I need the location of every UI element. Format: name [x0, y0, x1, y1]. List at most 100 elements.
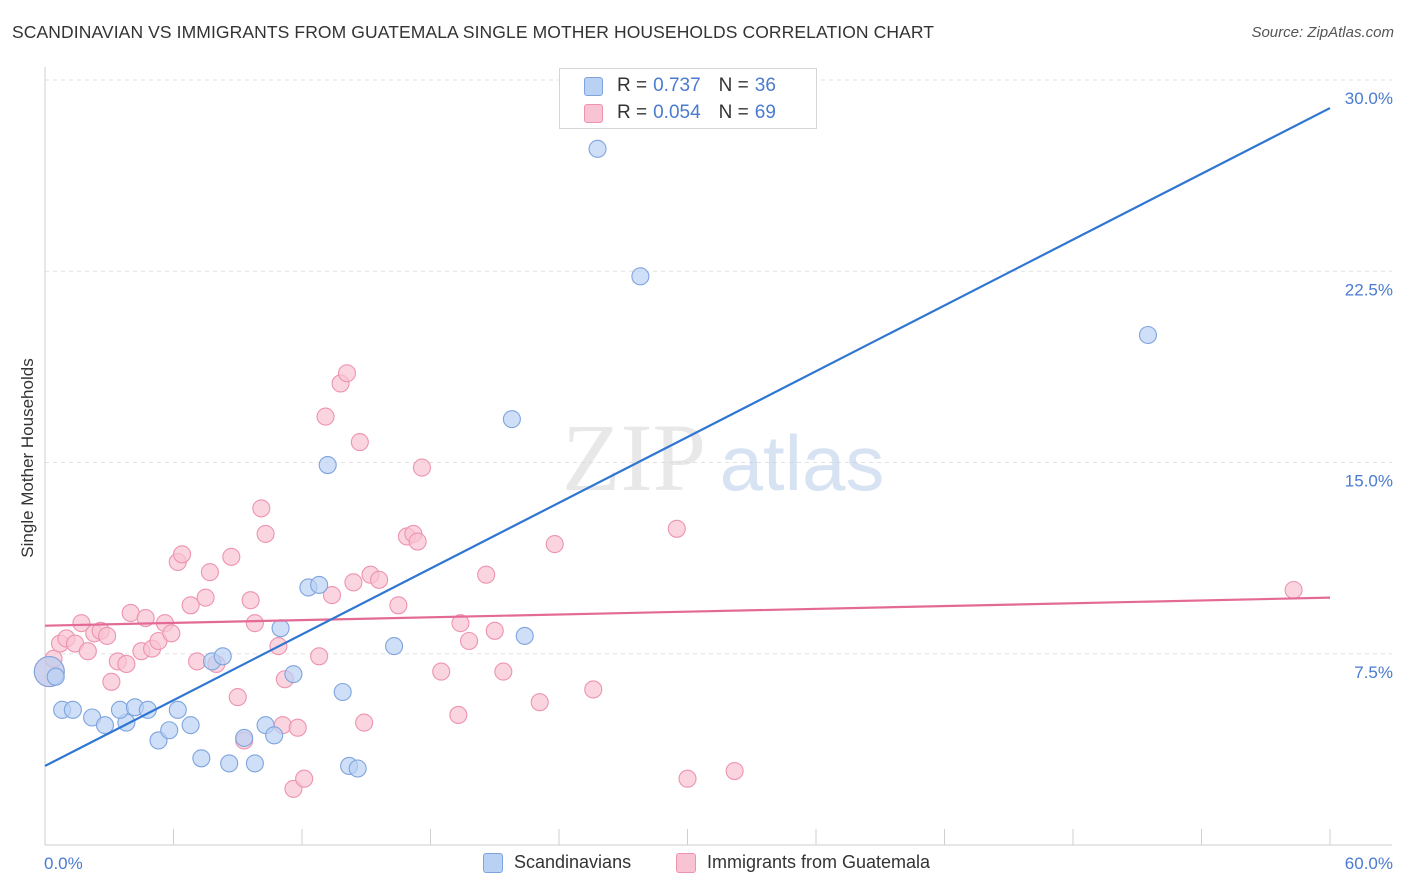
- watermark-zip: ZIP: [562, 404, 706, 511]
- data-point-scandinavian: [318, 455, 337, 475]
- legend-item-guatemala[interactable]: Immigrants from Guatemala: [676, 852, 930, 873]
- data-point-guatemala: [477, 565, 496, 584]
- data-point-guatemala: [1284, 580, 1303, 600]
- data-point-guatemala: [196, 588, 215, 607]
- data-point-scandinavian: [385, 637, 404, 656]
- data-point-guatemala: [530, 693, 549, 712]
- data-point-scandinavian: [181, 716, 200, 735]
- data-point-scandinavian: [213, 647, 232, 666]
- legend-swatch-blue: [483, 852, 503, 873]
- data-point-scandinavian: [110, 700, 130, 719]
- data-point-scandinavian: [348, 759, 367, 778]
- data-point-guatemala: [241, 591, 260, 610]
- legend-swatch-blue: [584, 76, 603, 96]
- data-point-guatemala: [412, 458, 431, 477]
- data-point-guatemala: [667, 519, 686, 538]
- trendline-guatemala: [44, 596, 1331, 627]
- data-point-guatemala: [350, 433, 369, 452]
- data-point-scandinavian: [95, 716, 115, 735]
- data-point-scandinavian: [168, 700, 187, 719]
- data-point-guatemala: [494, 662, 513, 681]
- data-point-guatemala: [451, 614, 470, 633]
- legend-swatch-pink: [584, 103, 603, 123]
- data-point-scandinavian: [63, 700, 82, 719]
- data-point-scandinavian: [160, 721, 179, 740]
- data-point-scandinavian: [265, 726, 284, 745]
- data-point-scandinavian: [515, 626, 534, 645]
- data-point-guatemala: [344, 573, 363, 592]
- r-label: R =: [617, 75, 648, 96]
- data-point-guatemala: [584, 680, 603, 699]
- chart-title: SCANDINAVIAN VS IMMIGRANTS FROM GUATEMAL…: [12, 22, 935, 42]
- data-point-guatemala: [408, 532, 427, 551]
- n-label: N =: [718, 102, 749, 123]
- data-point-guatemala: [117, 654, 136, 674]
- correlation-legend: R = 0.737 N = 36 R = 0.054 N = 69: [559, 68, 817, 129]
- data-point-guatemala: [337, 364, 357, 383]
- trendline-scandinavians: [44, 107, 1331, 767]
- y-tick-label: 15.0%: [1345, 472, 1393, 491]
- data-point-scandinavian: [220, 754, 239, 773]
- data-point-guatemala: [432, 662, 451, 681]
- data-point-guatemala: [316, 407, 335, 426]
- data-point-guatemala: [222, 547, 241, 566]
- data-point-guatemala: [389, 596, 408, 615]
- watermark: ZIP atlas: [562, 404, 884, 511]
- data-point-scandinavian: [502, 410, 521, 429]
- data-point-guatemala: [102, 672, 121, 691]
- data-point-guatemala: [228, 688, 247, 707]
- r-label: R =: [617, 102, 648, 123]
- data-point-guatemala: [295, 769, 314, 788]
- data-point-guatemala: [121, 603, 140, 623]
- data-point-scandinavian: [284, 665, 303, 684]
- data-point-scandinavian: [333, 682, 352, 702]
- gridlines: [45, 79, 1392, 655]
- data-point-guatemala: [370, 570, 389, 589]
- n-label: N =: [718, 75, 749, 96]
- r-value: 0.737: [653, 75, 701, 96]
- data-point-guatemala: [355, 713, 374, 732]
- scandinavian-points: [33, 139, 1158, 778]
- data-point-guatemala: [78, 642, 97, 661]
- tick-labels: 7.5% 15.0% 22.5% 30.0% 0.0% 60.0%: [44, 89, 1393, 873]
- legend-item-scandinavians[interactable]: Scandinavians: [483, 852, 631, 873]
- data-point-scandinavian: [192, 749, 211, 768]
- data-point-scandinavian: [235, 728, 254, 747]
- data-point-guatemala: [252, 499, 271, 518]
- axes: [44, 67, 1392, 846]
- n-value: 69: [754, 102, 776, 123]
- data-point-guatemala: [173, 545, 192, 564]
- data-point-guatemala: [725, 761, 744, 781]
- data-point-scandinavian: [46, 667, 65, 686]
- data-point-scandinavian: [588, 139, 607, 158]
- y-tick-label: 30.0%: [1345, 89, 1393, 108]
- watermark-atlas: atlas: [720, 419, 885, 507]
- data-point-guatemala: [288, 718, 307, 737]
- data-point-scandinavian: [1138, 325, 1158, 345]
- data-point-guatemala: [449, 705, 468, 725]
- legend-label: Immigrants from Guatemala: [707, 852, 931, 872]
- r-value: 0.054: [653, 102, 701, 123]
- y-tick-label: 22.5%: [1345, 280, 1393, 299]
- data-point-guatemala: [459, 631, 479, 651]
- x-tick-label-min: 0.0%: [44, 854, 83, 873]
- legend-row-guatemala: R = 0.054 N = 69: [584, 101, 776, 125]
- legend-row-scandinavians: R = 0.737 N = 36: [584, 74, 776, 98]
- data-point-guatemala: [545, 535, 564, 554]
- data-point-guatemala: [162, 624, 181, 643]
- data-point-guatemala: [136, 608, 155, 628]
- legend-swatch-pink: [676, 852, 696, 873]
- y-tick-label: 7.5%: [1354, 663, 1393, 682]
- x-tick-label-max: 60.0%: [1345, 854, 1393, 873]
- data-point-guatemala: [678, 769, 697, 788]
- data-point-scandinavian: [245, 754, 264, 773]
- source-label: Source: ZipAtlas.com: [1251, 24, 1394, 41]
- data-point-guatemala: [200, 563, 219, 582]
- series-legend: Scandinavians Immigrants from Guatemala: [0, 852, 1406, 878]
- data-point-scandinavian: [631, 267, 650, 286]
- data-point-guatemala: [485, 621, 504, 640]
- n-value: 36: [754, 75, 776, 96]
- data-point-scandinavian: [271, 619, 290, 638]
- data-point-scandinavian: [310, 575, 329, 594]
- data-point-guatemala: [245, 614, 264, 633]
